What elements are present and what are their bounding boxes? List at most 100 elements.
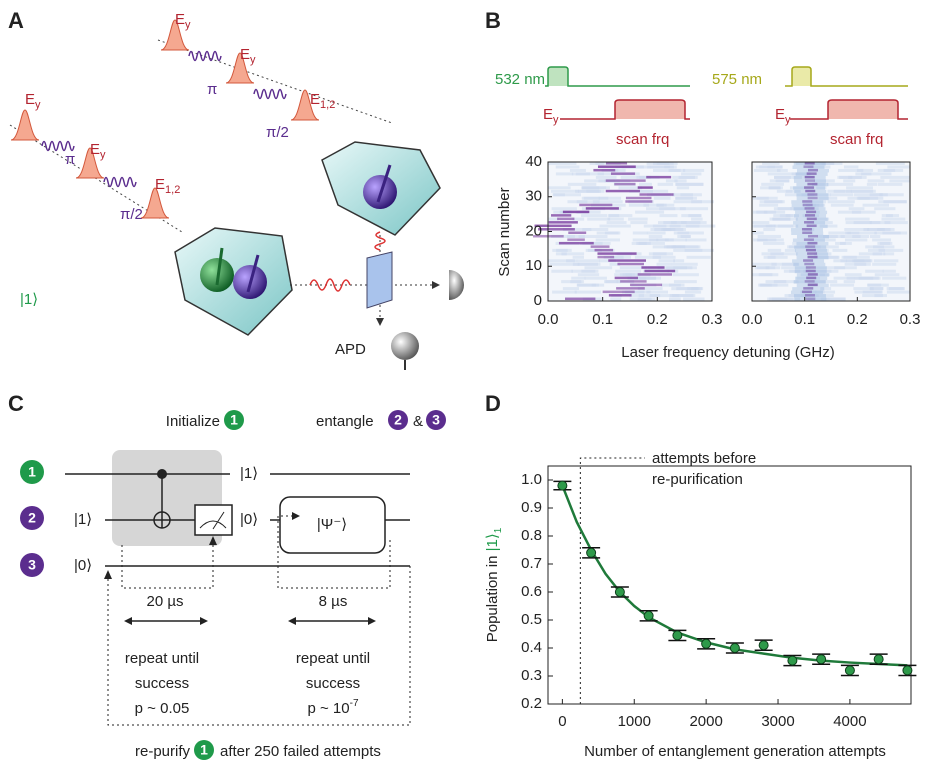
heat-halo: [796, 283, 829, 288]
heat-streak: [806, 217, 817, 221]
laser-pulse: [10, 109, 40, 141]
note: repeat until: [296, 650, 370, 667]
heat-noise: [608, 214, 633, 218]
heat-streak: [593, 168, 616, 172]
heat-streak: [608, 259, 646, 262]
pulse-label-sub: 1,2: [165, 184, 180, 196]
heat-noise: [813, 217, 830, 221]
x-tick-label: 3000: [761, 713, 794, 730]
heat-noise: [826, 182, 854, 186]
heat-noise: [597, 172, 621, 176]
heat-streak: [805, 266, 816, 269]
note: success: [306, 675, 360, 692]
pulse-label: π/2: [266, 124, 289, 141]
qubit-badge: [20, 506, 44, 530]
heat-streak: [557, 217, 575, 221]
heat-noise: [685, 224, 716, 228]
heat-noise: [806, 248, 829, 252]
heat-noise: [845, 217, 870, 221]
gate-label: |Ψ⁻⟩: [317, 516, 347, 533]
pulse-label-sub: y: [250, 54, 256, 66]
heat-noise: [646, 290, 668, 294]
heat-noise: [757, 234, 781, 238]
heat-noise: [674, 179, 687, 183]
heat-noise: [822, 234, 845, 238]
heat-noise: [770, 252, 798, 256]
heat-noise: [843, 165, 859, 169]
heat-noise: [639, 276, 661, 280]
heat-noise: [774, 175, 791, 179]
heat-streak: [805, 189, 816, 193]
pulse-label: E1,2: [155, 176, 180, 196]
heat-noise: [862, 290, 883, 294]
heat-noise: [660, 283, 681, 287]
note-bg: [115, 647, 210, 719]
heat-noise: [815, 266, 846, 270]
heat-noise: [628, 203, 649, 207]
heat-noise: [807, 297, 830, 301]
qubit-number: 3: [432, 412, 440, 428]
heat-noise: [827, 200, 855, 204]
duration: 20 µs: [147, 593, 184, 610]
arrowhead: [376, 318, 384, 326]
heat-noise: [808, 238, 836, 242]
heat-halo: [794, 269, 827, 274]
heat-noise: [638, 294, 661, 298]
heat-noise: [653, 168, 681, 172]
heat-noise: [552, 248, 572, 252]
spin-arrow: [246, 254, 260, 293]
heat-streak: [625, 196, 652, 200]
heat-noise: [555, 172, 574, 176]
heat-streak: [558, 241, 594, 245]
meter-arc: [199, 520, 227, 529]
heat-noise: [867, 228, 885, 232]
heat-noise: [646, 207, 676, 211]
heat-streak: [565, 297, 596, 301]
footer: re-purify: [135, 743, 191, 760]
arrowhead: [292, 512, 300, 520]
heat-streak: [637, 186, 653, 189]
heat-noise: [867, 248, 886, 252]
arrowhead: [104, 570, 112, 579]
heat-noise: [830, 203, 854, 207]
pulse-label-sub: y: [185, 19, 191, 31]
heat-noise: [838, 168, 864, 172]
pulse-label-main: E: [25, 91, 35, 108]
heat-noise: [672, 245, 699, 249]
heat-noise: [777, 168, 788, 172]
y-tick-label: 10: [525, 257, 542, 274]
input-state: |0⟩: [74, 557, 92, 574]
heat-streak: [801, 228, 812, 231]
heat-noise: [673, 280, 697, 284]
heat-noise: [773, 207, 793, 211]
heat-noise: [806, 203, 826, 207]
heat-noise: [844, 238, 868, 242]
y-tick-label: 0.2: [521, 695, 542, 712]
heat-streak: [585, 207, 619, 210]
note: p ~ 0.05: [135, 700, 190, 717]
heat-noise: [862, 203, 889, 207]
heat-noise: [777, 207, 808, 211]
heat-noise: [582, 241, 611, 245]
heat-noise: [844, 273, 862, 277]
heat-noise: [833, 259, 847, 263]
y-tick-label: 1.0: [521, 471, 542, 488]
heat-noise: [878, 248, 904, 252]
heat-noise: [574, 290, 601, 294]
x-tick-label: 0.0: [742, 311, 763, 328]
heat-noise: [686, 255, 711, 259]
beam-splitter: [366, 251, 393, 309]
heat-streak: [804, 262, 815, 266]
heat-noise: [883, 168, 896, 172]
heat-halo: [796, 182, 829, 187]
x-tick-label: 2000: [689, 713, 722, 730]
heat-halo: [793, 262, 826, 267]
photon: [374, 231, 386, 251]
heat-noise: [671, 287, 700, 291]
heat-noise: [664, 165, 677, 169]
heat-noise: [599, 259, 616, 263]
heat-streak: [807, 241, 818, 245]
heat-noise: [759, 203, 779, 207]
heat-noise: [781, 262, 800, 266]
output-state: |1⟩: [240, 465, 258, 482]
